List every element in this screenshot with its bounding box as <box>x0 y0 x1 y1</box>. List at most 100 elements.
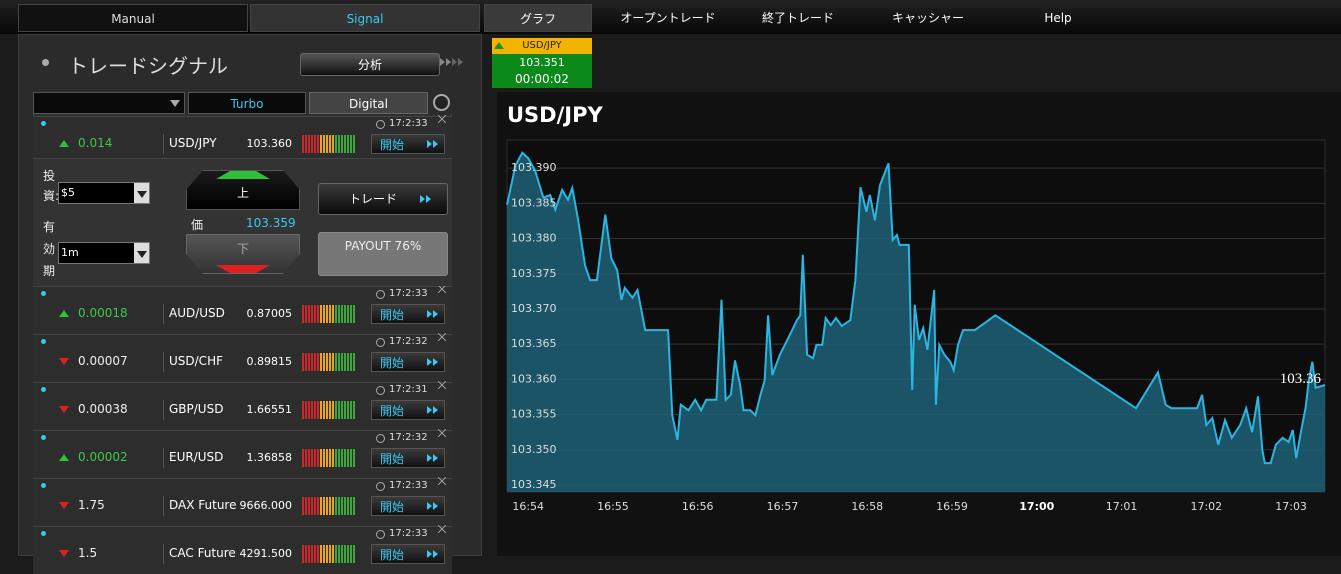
signal-price: 4291.500 <box>239 547 293 560</box>
close-icon[interactable] <box>438 115 446 123</box>
chevron <box>420 195 425 203</box>
signal-pair: EUR/USD <box>169 450 224 464</box>
up-arrow <box>59 454 69 461</box>
info-icon[interactable] <box>433 94 450 111</box>
chevron <box>446 58 451 66</box>
strength-bar <box>323 135 325 153</box>
chevron <box>426 195 431 203</box>
start-button[interactable]: 開始 <box>371 134 445 154</box>
strength-bar <box>305 353 307 371</box>
strength-bar <box>332 545 334 563</box>
start-button[interactable]: 開始 <box>371 496 445 516</box>
strength-bar <box>302 449 304 467</box>
nav-tab[interactable]: Signal <box>250 4 480 32</box>
strength-bar <box>335 449 337 467</box>
strength-bar <box>323 497 325 515</box>
strength-bar <box>311 545 313 563</box>
expiry-input[interactable]: 1m <box>58 242 150 264</box>
separator <box>163 400 164 420</box>
chart-panel <box>497 92 1341 556</box>
nav-tab[interactable]: Manual <box>18 4 248 32</box>
strength-bar <box>353 305 355 323</box>
start-button[interactable]: 開始 <box>371 304 445 324</box>
chevron <box>452 58 457 66</box>
strength-bar <box>341 545 343 563</box>
y-tick-label: 103.370 <box>511 302 557 315</box>
line <box>506 151 1326 465</box>
strength-bar <box>347 497 349 515</box>
start-button[interactable]: 開始 <box>371 448 445 468</box>
close-icon[interactable] <box>438 381 446 389</box>
strength-bar <box>326 401 328 419</box>
chevron <box>433 358 438 366</box>
strength-bar <box>344 545 346 563</box>
nav-tab[interactable]: 終了トレード <box>761 11 834 25</box>
strength-bar <box>350 449 352 467</box>
down-arrow <box>59 550 69 557</box>
strength-bar <box>341 353 343 371</box>
nav-tab[interactable]: グラフ <box>484 4 592 32</box>
strength-bar <box>332 449 334 467</box>
close-icon[interactable] <box>438 429 446 437</box>
chevron <box>427 406 432 414</box>
clock-icon <box>376 120 385 129</box>
start-button[interactable]: 開始 <box>371 400 445 420</box>
strength-bar <box>347 305 349 323</box>
close-icon[interactable] <box>438 333 446 341</box>
nav-tab[interactable]: Help <box>1044 11 1072 25</box>
strength-bar <box>323 401 325 419</box>
strength-bar <box>353 135 355 153</box>
strength-bar <box>329 545 331 563</box>
strength-bar <box>314 305 316 323</box>
close-icon[interactable] <box>438 477 446 485</box>
form-price: 103.359 <box>246 216 296 230</box>
down-button[interactable]: 下 <box>186 234 300 274</box>
price-label: 価 <box>191 218 204 232</box>
invest-input[interactable]: $5 <box>58 182 150 204</box>
dropdown[interactable] <box>33 92 185 114</box>
tab[interactable]: Turbo <box>188 92 306 114</box>
strength-bar <box>329 497 331 515</box>
close-icon[interactable] <box>438 525 446 533</box>
chevron <box>427 310 432 318</box>
y-tick-label: 103.345 <box>511 478 557 491</box>
nav-tab[interactable]: オープントレード <box>620 11 716 25</box>
strength-bar <box>350 305 352 323</box>
strength-bar <box>338 305 340 323</box>
strength-bar <box>350 545 352 563</box>
tab[interactable]: Digital <box>309 92 428 114</box>
strength-bar <box>317 135 319 153</box>
strength-bar <box>347 401 349 419</box>
nav-tab[interactable]: キャッシャー <box>891 11 964 25</box>
signal-pair: USD/JPY <box>169 136 217 150</box>
start-button[interactable]: 開始 <box>371 352 445 372</box>
signal-price: 0.87005 <box>246 307 293 320</box>
area <box>507 152 1325 492</box>
x-tick-label: 17:02 <box>1190 500 1222 513</box>
signal-change: 0.00007 <box>78 354 128 368</box>
strength-bar <box>317 305 319 323</box>
strength-bar <box>308 353 310 371</box>
strength-bar <box>329 401 331 419</box>
chevron <box>427 454 432 462</box>
analysis-button[interactable]: 分析 <box>300 53 440 76</box>
strength-bar <box>326 353 328 371</box>
strength-bar <box>335 353 337 371</box>
close-icon[interactable] <box>438 285 446 293</box>
chevron <box>433 310 438 318</box>
strength-bar <box>353 401 355 419</box>
signal-price: 9666.000 <box>239 499 293 512</box>
strength-bar <box>305 135 307 153</box>
chevron <box>427 550 432 558</box>
down-arrow <box>59 358 69 365</box>
x-tick-label: 16:56 <box>682 500 714 513</box>
separator <box>163 134 164 154</box>
strength-bar <box>317 353 319 371</box>
strength-bar <box>329 449 331 467</box>
strength-bar <box>305 497 307 515</box>
signal-time: 17:2:33 <box>389 480 428 491</box>
invest-label: 投資: <box>43 169 60 203</box>
strength-bar <box>302 305 304 323</box>
panel-title: トレードシグナル <box>68 54 228 78</box>
strength-bar <box>320 305 322 323</box>
